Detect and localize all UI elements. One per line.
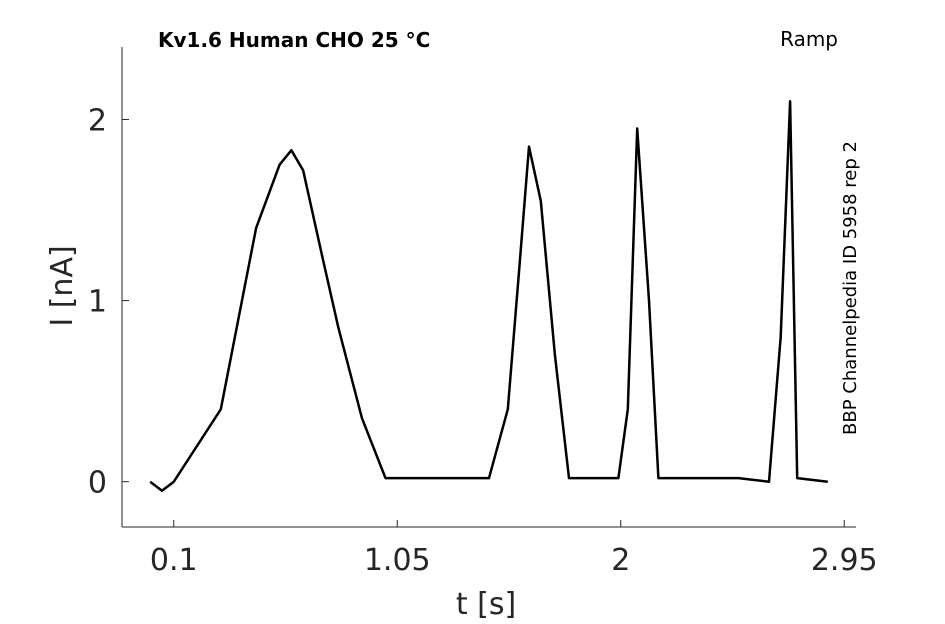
x-tick-label: 0.1 <box>150 543 198 578</box>
x-tick-label: 2 <box>611 543 630 578</box>
x-tick-label: 1.05 <box>364 543 431 578</box>
protocol-label: Ramp <box>780 27 838 51</box>
current-traces <box>149 100 828 493</box>
y-tick-label: 1 <box>88 285 107 320</box>
x-ticks: 0.1 1.05 2 2.95 <box>150 520 878 578</box>
x-tick-label: 2.95 <box>811 543 878 578</box>
chart-title: Kv1.6 Human CHO 25 °C <box>158 28 430 52</box>
y-axis-label: I [nA] <box>45 245 80 326</box>
y-ticks: 0 1 2 <box>88 103 129 501</box>
current-trace-line <box>149 100 828 493</box>
y-tick-label: 0 <box>88 466 107 501</box>
source-label: BBP Channelpedia ID 5958 rep 2 <box>840 141 861 435</box>
y-tick-label: 2 <box>88 103 107 138</box>
x-axis-label: t [s] <box>456 587 516 622</box>
